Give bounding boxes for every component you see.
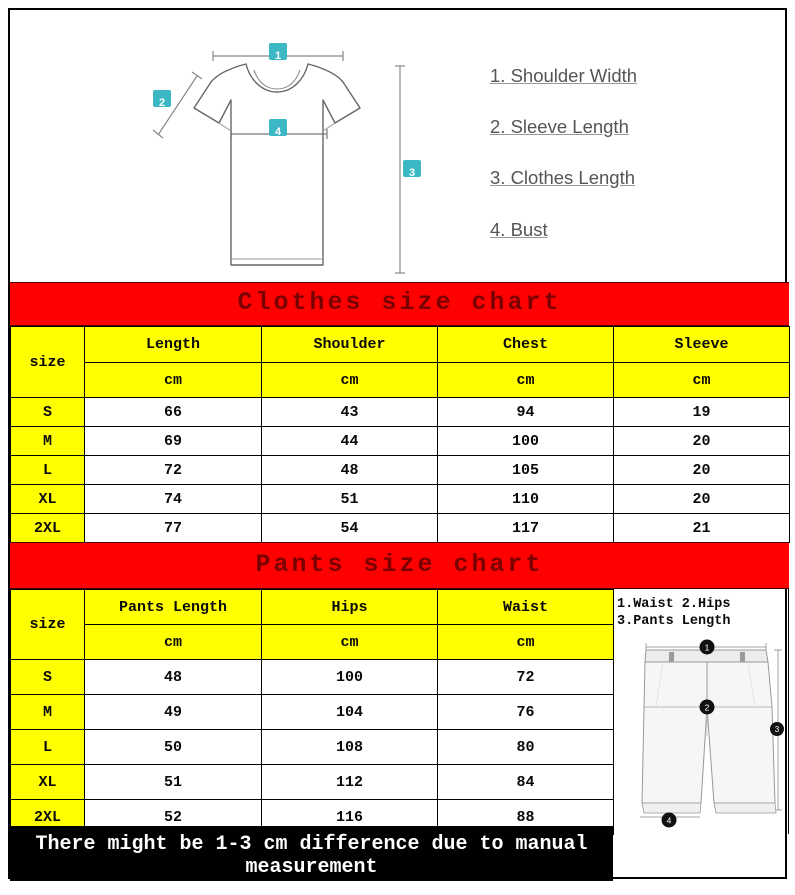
svg-text:2: 2 xyxy=(159,97,165,109)
svg-text:4: 4 xyxy=(667,815,672,825)
svg-text:2: 2 xyxy=(705,702,710,712)
svg-text:4: 4 xyxy=(275,126,282,138)
svg-text:1: 1 xyxy=(705,642,710,652)
svg-text:3: 3 xyxy=(409,167,415,179)
svg-text:1: 1 xyxy=(275,50,281,62)
svg-text:3: 3 xyxy=(775,725,780,734)
